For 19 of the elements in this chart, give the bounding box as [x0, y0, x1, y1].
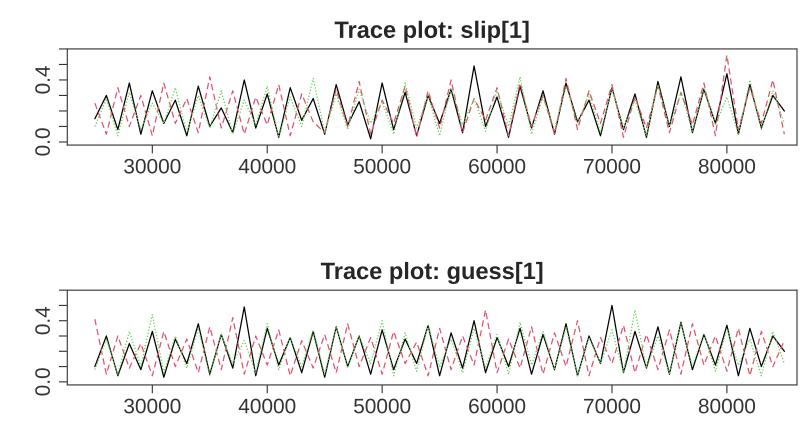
y-tick-label: 0.0 [35, 128, 50, 156]
y-tick-label: 0.4 [35, 306, 50, 334]
line-series [94, 76, 785, 138]
y-tick-label: 0.0 [35, 368, 50, 396]
x-tick-label: 80000 [698, 158, 756, 174]
y-tick-label: 0.4 [35, 66, 50, 94]
x-tick-label: 60000 [469, 158, 526, 174]
x-tick-label: 70000 [584, 398, 640, 414]
x-tick-label: 40000 [238, 158, 296, 174]
x-tick-label: 70000 [584, 158, 640, 174]
chart-title: Trace plot: slip[1] [334, 20, 529, 43]
x-tick-label: 50000 [354, 398, 410, 414]
x-tick-label: 60000 [469, 398, 526, 414]
x-tick-label: 40000 [238, 398, 296, 414]
x-tick-label: 80000 [698, 398, 756, 414]
x-tick-label: 50000 [354, 158, 410, 174]
x-tick-label: 30000 [124, 158, 180, 174]
chart-title: Trace plot: guess[1] [320, 262, 542, 284]
x-tick-label: 30000 [124, 398, 180, 414]
